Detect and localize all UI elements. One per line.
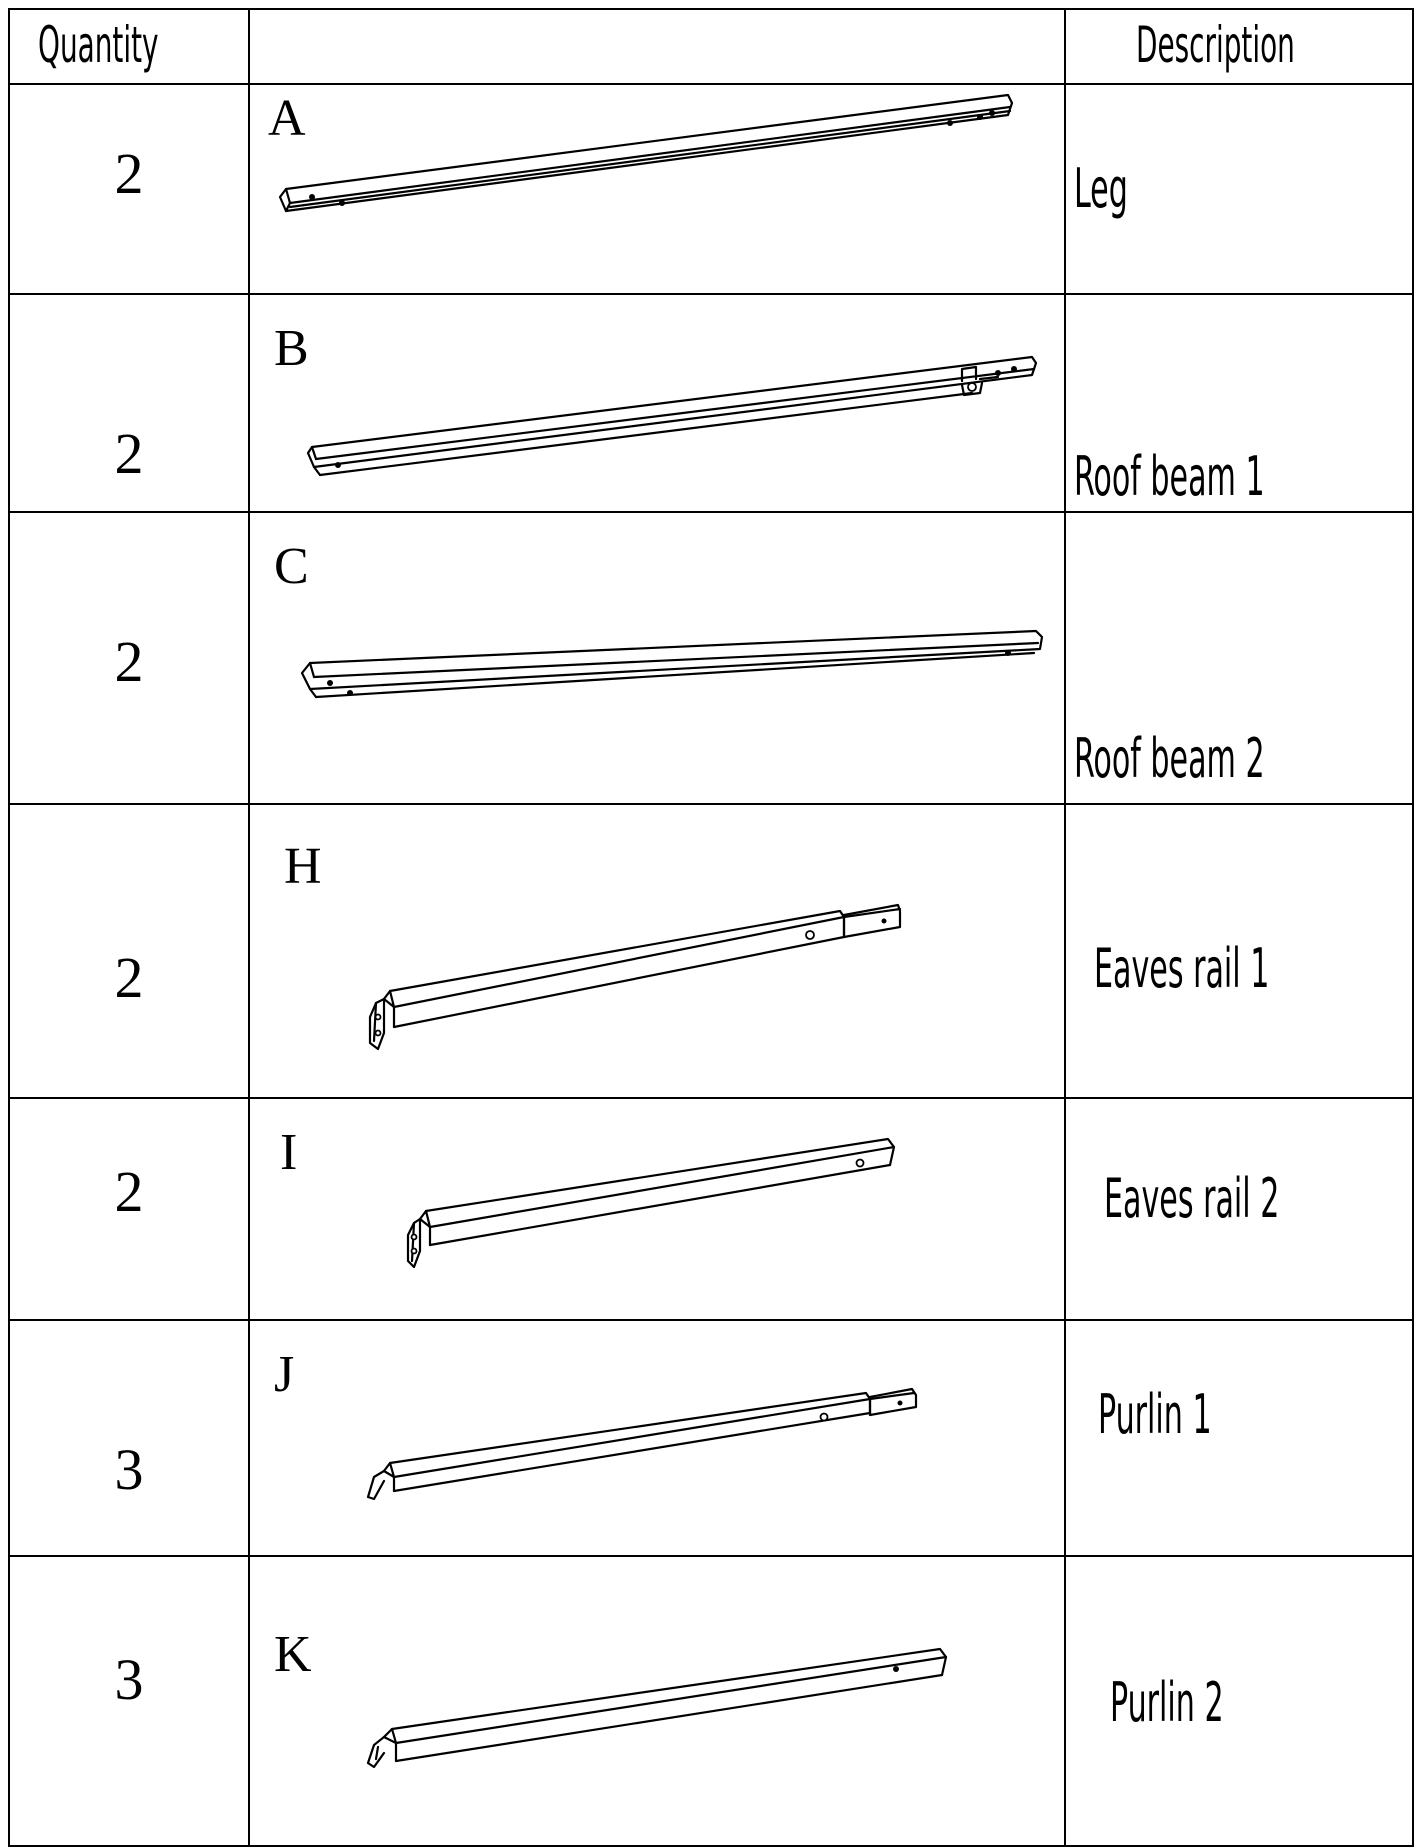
table-row: 2 C Roof beam 2	[8, 511, 1414, 805]
table-header-row: Quantity Description	[8, 8, 1414, 85]
table-row: 2 B Roof beam 1	[8, 293, 1414, 513]
quantity-value: 2	[114, 421, 144, 486]
part-drawing-cell: K	[248, 1555, 1066, 1847]
description-text: Roof beam 2	[1074, 727, 1265, 790]
quantity-cell: 2	[8, 1097, 250, 1321]
table-row: 2 I Eaves rail 2	[8, 1097, 1414, 1321]
quantity-value: 2	[114, 1159, 144, 1224]
quantity-header: Quantity	[38, 16, 159, 74]
part-letter: A	[268, 90, 306, 147]
part-header-cell	[248, 8, 1066, 85]
part-letter: H	[284, 838, 322, 895]
quantity-cell: 3	[8, 1319, 250, 1557]
quantity-value: 2	[114, 629, 144, 694]
description-cell: Purlin 2	[1064, 1555, 1414, 1847]
part-drawing-cell: J	[248, 1319, 1066, 1557]
description-cell: Eaves rail 1	[1064, 803, 1414, 1099]
part-letter: I	[280, 1124, 298, 1181]
description-header: Description	[1136, 16, 1295, 74]
part-letter: C	[274, 538, 309, 595]
part-letter: K	[274, 1626, 312, 1683]
description-text: Eaves rail 1	[1094, 937, 1270, 1000]
table-row: 3 J Purlin 1	[8, 1319, 1414, 1557]
table-row: 2 H Eaves rail 1	[8, 803, 1414, 1099]
purlin-2-drawing	[366, 1647, 948, 1769]
description-header-cell: Description	[1064, 8, 1414, 85]
part-drawing-cell: C	[248, 511, 1066, 805]
part-letter: J	[274, 1346, 295, 1403]
description-text: Roof beam 1	[1074, 445, 1265, 508]
part-drawing-cell: B	[248, 293, 1066, 513]
description-cell: Eaves rail 2	[1064, 1097, 1414, 1321]
part-letter: B	[274, 320, 309, 377]
quantity-cell: 3	[8, 1555, 250, 1847]
description-text: Leg	[1074, 157, 1128, 220]
table-row: 2 A Leg	[8, 83, 1414, 295]
quantity-value: 2	[114, 141, 144, 206]
quantity-cell: 2	[8, 511, 250, 805]
eaves-rail-2-drawing	[406, 1137, 896, 1269]
leg-tube-drawing	[278, 93, 1014, 213]
quantity-cell: 2	[8, 83, 250, 295]
parts-list-table: Quantity Description 2 A	[8, 8, 1414, 1847]
description-cell: Leg	[1064, 83, 1414, 295]
roof-beam-1-drawing	[306, 355, 1038, 477]
description-text: Purlin 2	[1110, 1671, 1224, 1734]
description-cell: Purlin 1	[1064, 1319, 1414, 1557]
part-drawing-cell: A	[248, 83, 1066, 295]
description-cell: Roof beam 1	[1064, 293, 1414, 513]
quantity-value: 3	[114, 1437, 144, 1502]
description-cell: Roof beam 2	[1064, 511, 1414, 805]
part-drawing-cell: I	[248, 1097, 1066, 1321]
eaves-rail-1-drawing	[368, 903, 902, 1051]
quantity-cell: 2	[8, 803, 250, 1099]
part-drawing-cell: H	[248, 803, 1066, 1099]
quantity-value: 3	[114, 1647, 144, 1712]
quantity-cell: 2	[8, 293, 250, 513]
description-text: Eaves rail 2	[1104, 1167, 1280, 1230]
quantity-header-cell: Quantity	[8, 8, 250, 85]
purlin-1-drawing	[366, 1387, 918, 1501]
table-row: 3 K Purlin 2	[8, 1555, 1414, 1847]
quantity-value: 2	[114, 945, 144, 1010]
description-text: Purlin 1	[1098, 1383, 1212, 1446]
roof-beam-2-drawing	[300, 629, 1044, 699]
